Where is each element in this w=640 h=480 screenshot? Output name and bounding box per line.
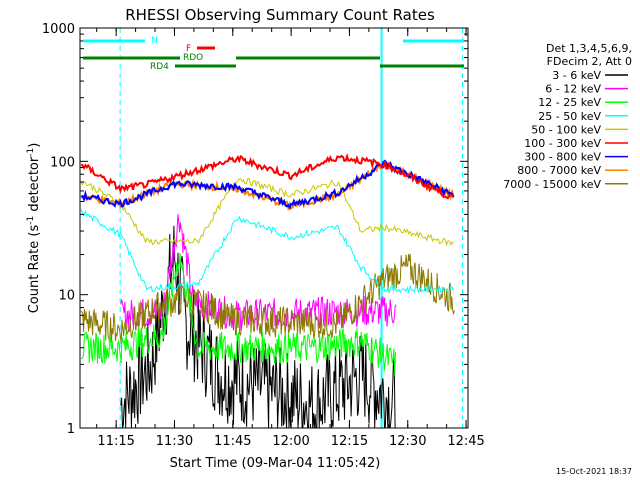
legend-header-1: Det 1,3,4,5,6,9, [546, 42, 632, 55]
legend-label: 800 - 7000 keV [517, 164, 601, 177]
series-line-6 [80, 152, 454, 200]
series-line-1 [120, 225, 396, 428]
chart-title: RHESSI Observing Summary Count Rates [125, 6, 435, 24]
x-axis-label: Start Time (09-Mar-04 11:05:42) [170, 456, 381, 471]
y-tick-label: 1000 [42, 22, 75, 37]
legend-label: 25 - 50 keV [538, 110, 601, 123]
flag-f-label: F [186, 44, 191, 54]
flag-n-label: N [151, 36, 158, 46]
x-tick-label: 11:45 [214, 434, 251, 449]
x-tick-label: 12:15 [331, 434, 368, 449]
legend-label: 300 - 800 keV [524, 151, 601, 164]
x-tick-label: 12:30 [389, 434, 426, 449]
series-line-9 [80, 253, 455, 344]
x-tick-label: 11:15 [97, 434, 134, 449]
y-axis-label: Count Rate (s-1 detector-1) [26, 143, 42, 314]
legend-label: 3 - 6 keV [552, 69, 601, 82]
flag-rdo-label: RDO [183, 53, 203, 63]
legend-label: 100 - 300 keV [524, 137, 601, 150]
timestamp: 15-Oct-2021 18:37 [556, 467, 632, 476]
x-tick-label: 11:30 [156, 434, 193, 449]
legend-label: 7000 - 15000 keV [503, 178, 601, 191]
legend: Det 1,3,4,5,6,9, FDecim 2, Att 0 3 - 6 k… [503, 42, 632, 191]
series-line-3 [80, 253, 396, 376]
x-tick-label: 12:45 [447, 434, 484, 449]
y-tick-label: 100 [50, 155, 75, 170]
series-line-7 [80, 159, 455, 210]
plot-frame [79, 27, 469, 429]
plot-axes: 1 10 100 1000 11:15 11:30 11:45 12:00 12:15 12:30… [42, 22, 485, 449]
series-line-5 [80, 177, 454, 247]
legend-label: 12 - 25 keV [538, 96, 601, 109]
y-tick-label: 10 [58, 289, 75, 304]
legend-label: 50 - 100 keV [531, 123, 601, 136]
flag-rd4-label: RD4 [150, 62, 169, 72]
series-line-4 [80, 209, 454, 294]
legend-header-2: FDecim 2, Att 0 [547, 55, 632, 68]
legend-label: 6 - 12 keV [545, 83, 601, 96]
x-tick-label: 12:00 [272, 434, 309, 449]
y-tick-label: 1 [67, 422, 75, 437]
